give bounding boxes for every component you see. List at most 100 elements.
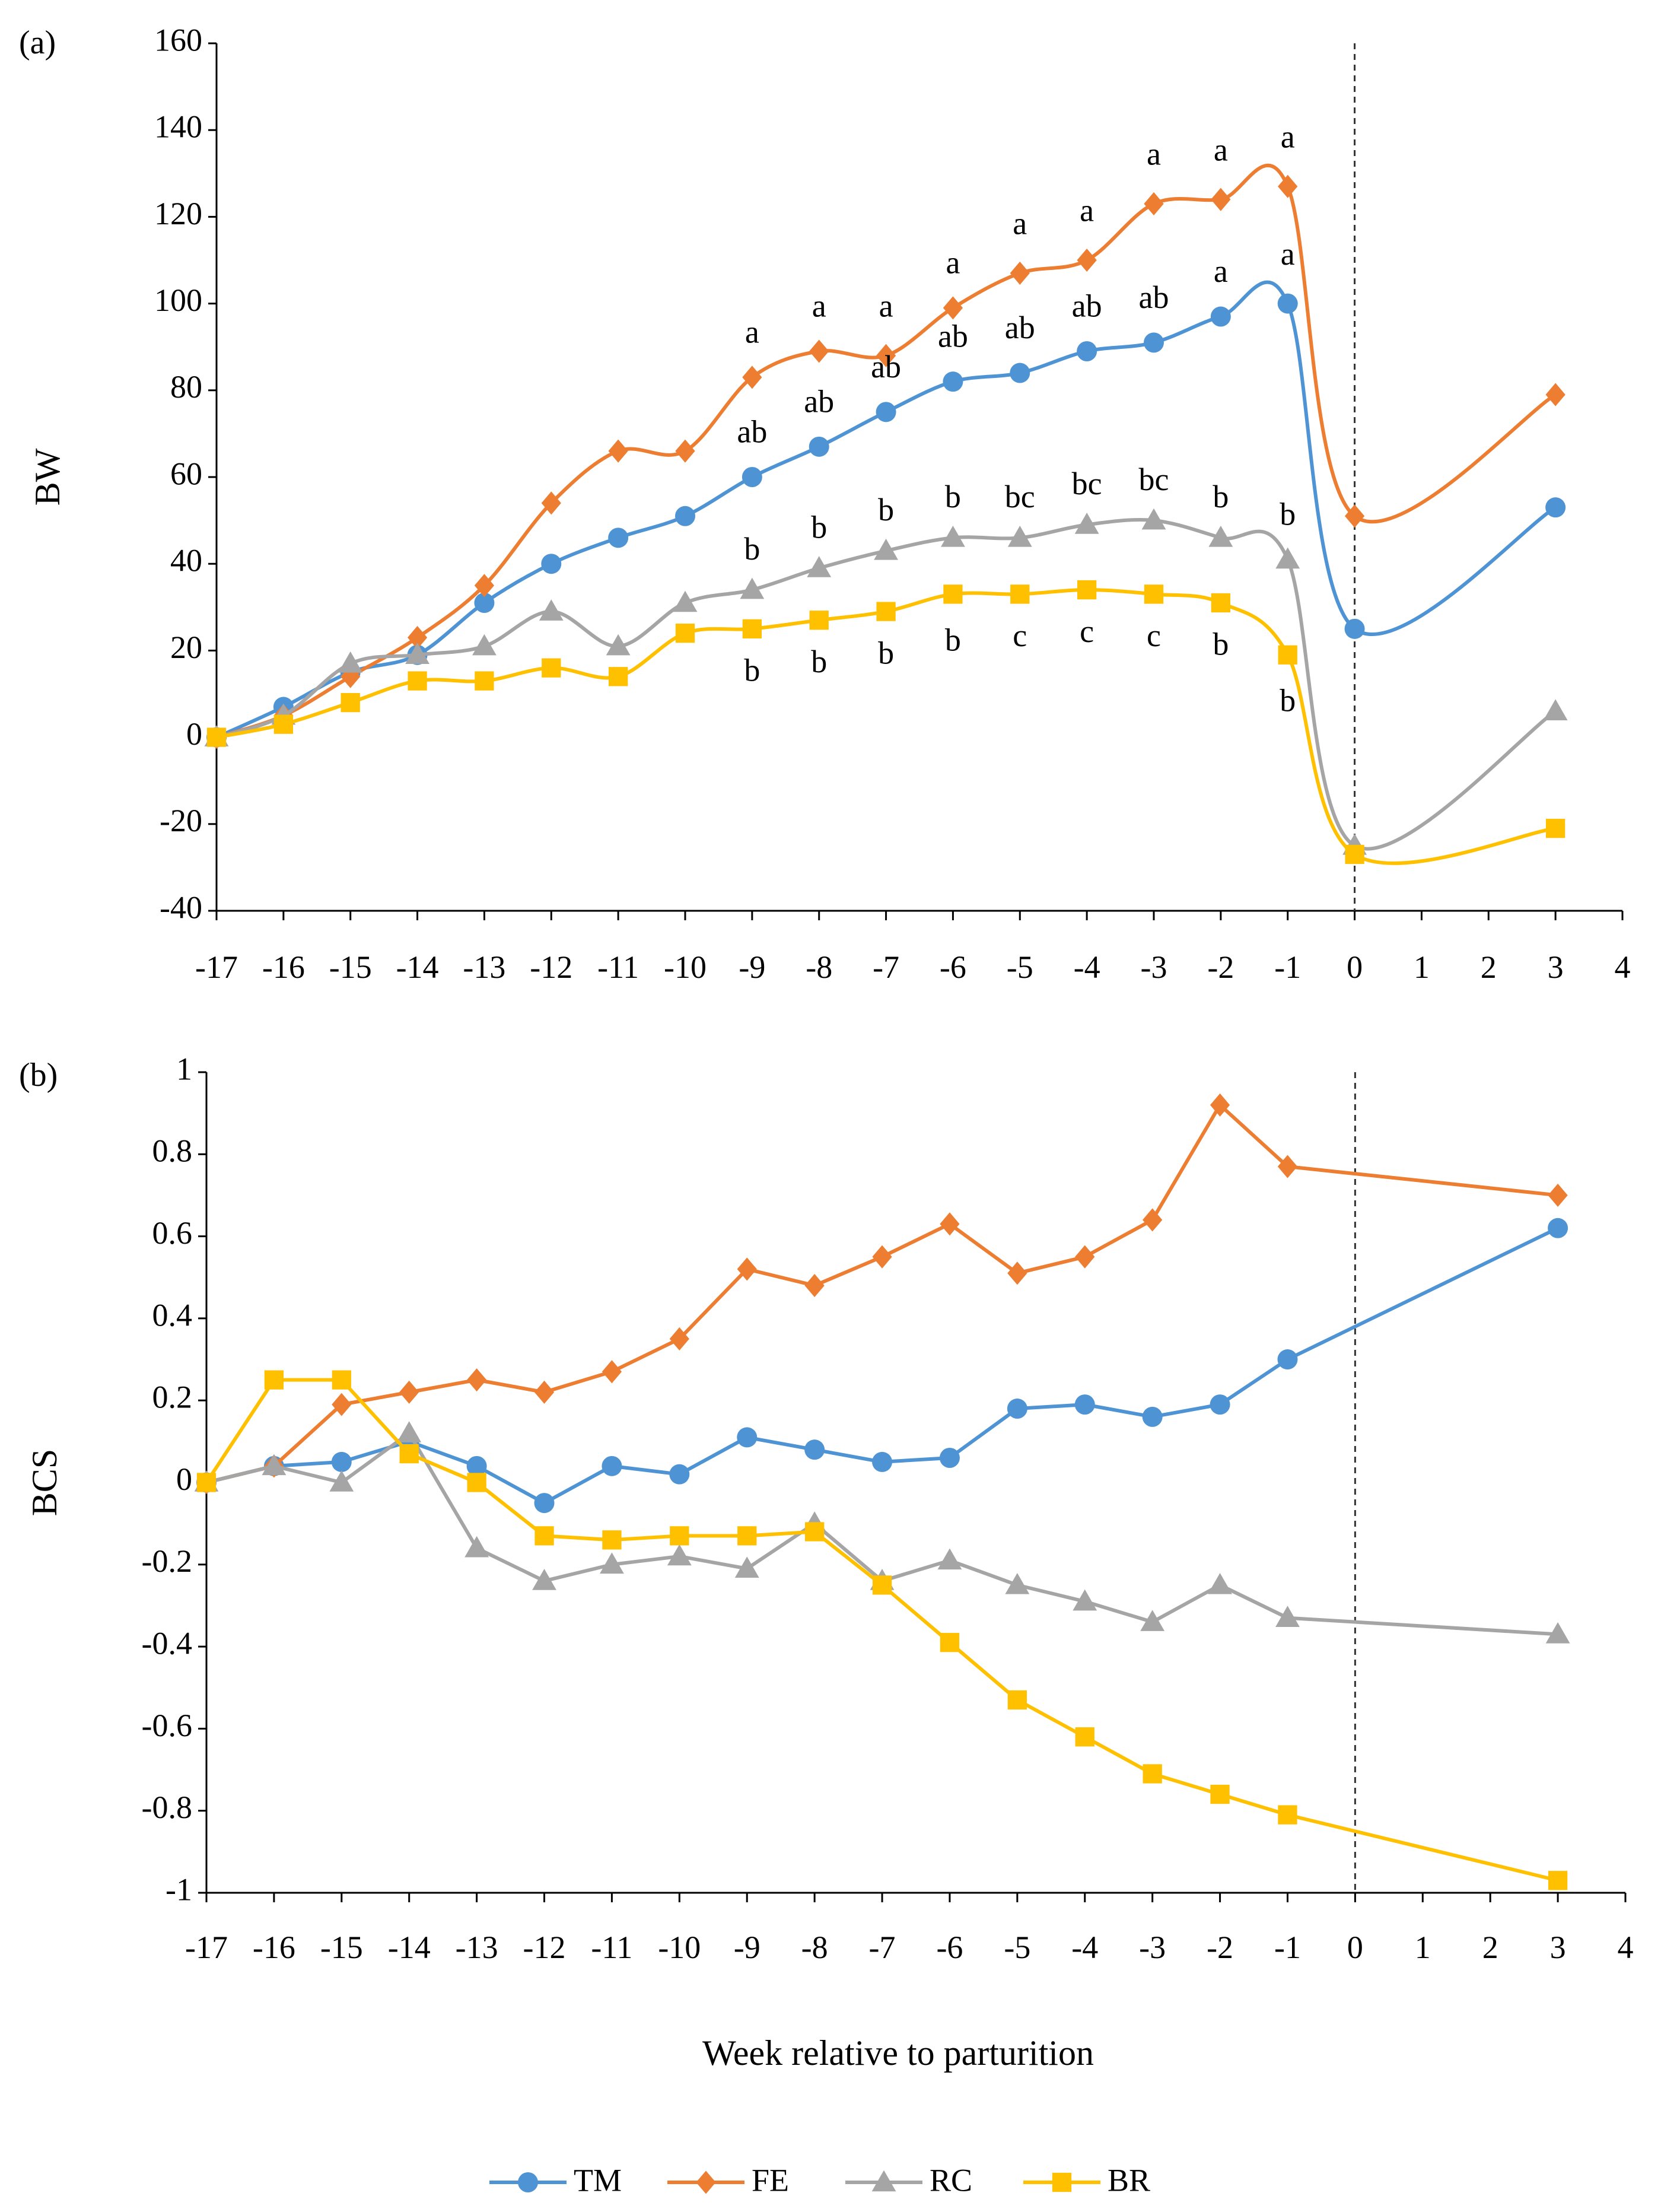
y-tick-label: -40 — [160, 889, 202, 925]
data-point-fe — [1007, 1261, 1027, 1285]
data-point-tm — [1344, 618, 1365, 639]
data-point-tm — [1210, 306, 1231, 327]
significance-label: a — [1080, 193, 1094, 228]
legend-marker — [518, 2172, 538, 2192]
x-tick-label: -7 — [869, 1930, 896, 1965]
significance-label: b — [744, 531, 760, 567]
data-point-fe — [943, 296, 963, 320]
data-point-tm — [602, 1455, 622, 1476]
legend-label: RC — [930, 2162, 972, 2198]
y-tick-label: -1 — [166, 1871, 192, 1907]
x-tick-label: -8 — [801, 1930, 828, 1965]
x-tick-label: -1 — [1274, 1930, 1301, 1965]
x-tick-label: -6 — [936, 1930, 963, 1965]
x-axis-title: Week relative to parturition — [702, 2033, 1094, 2073]
data-point-fe — [1077, 248, 1097, 272]
data-point-tm — [541, 554, 562, 574]
significance-label: b — [945, 479, 961, 514]
x-tick-label: -10 — [664, 949, 707, 985]
data-point-fe — [1211, 187, 1231, 211]
x-tick-label: -9 — [739, 949, 765, 985]
significance-label: a — [1214, 253, 1228, 289]
x-tick-label: -4 — [1071, 1930, 1098, 1965]
data-point-rc — [673, 590, 698, 612]
y-tick-label: -0.6 — [142, 1708, 192, 1743]
x-tick-label: -2 — [1207, 1930, 1233, 1965]
x-tick-label: -12 — [530, 949, 572, 985]
x-tick-label: -10 — [658, 1930, 701, 1965]
significance-label: a — [1281, 236, 1295, 272]
data-point-br — [1007, 1690, 1027, 1710]
y-tick-label: 140 — [154, 109, 202, 145]
x-tick-label: -9 — [734, 1930, 761, 1965]
data-point-fe — [737, 1257, 757, 1281]
data-point-rc — [874, 538, 898, 560]
significance-label: b — [1213, 479, 1229, 514]
data-point-tm — [608, 527, 629, 548]
significance-label: bc — [1005, 479, 1035, 514]
data-point-fe — [608, 439, 628, 463]
x-tick-label: -15 — [329, 949, 372, 985]
data-point-rc — [1208, 525, 1233, 547]
x-tick-label: -7 — [873, 949, 899, 985]
data-point-tm — [534, 1493, 555, 1514]
data-point-rc — [734, 1556, 759, 1578]
data-point-br — [399, 1444, 419, 1464]
significance-label: b — [945, 622, 961, 657]
significance-label: c — [1080, 614, 1094, 649]
significance-label: a — [879, 288, 893, 324]
panel-label: (b) — [19, 1057, 58, 1094]
significance-label: b — [878, 635, 894, 670]
x-tick-label: -6 — [940, 949, 966, 985]
data-point-tm — [1545, 497, 1566, 518]
data-point-fe — [1144, 192, 1164, 216]
legend-label: BR — [1108, 2162, 1150, 2198]
data-point-tm — [737, 1427, 758, 1448]
y-tick-label: 0.2 — [152, 1380, 193, 1415]
series-br — [196, 1370, 1568, 1890]
data-point-tm — [1277, 1349, 1298, 1370]
significance-label: b — [811, 644, 827, 679]
data-point-rc — [667, 1544, 692, 1566]
data-point-fe — [940, 1212, 960, 1236]
y-tick-label: 40 — [170, 543, 202, 579]
legend-item-tm: TM — [489, 2162, 622, 2198]
data-point-tm — [669, 1464, 690, 1485]
significance-label: a — [1013, 206, 1027, 241]
data-point-br — [1144, 584, 1164, 604]
significance-label: ab — [1072, 288, 1102, 324]
data-point-br — [809, 611, 829, 630]
data-point-br — [675, 624, 695, 643]
legend-marker — [871, 2170, 896, 2192]
data-point-fe — [804, 1274, 825, 1298]
data-point-rc — [1545, 1622, 1570, 1644]
data-point-br — [341, 692, 360, 713]
data-point-br — [670, 1526, 689, 1546]
data-point-tm — [809, 436, 829, 457]
data-point-fe — [1545, 383, 1565, 406]
data-point-br — [1278, 645, 1297, 665]
data-point-fe — [1278, 174, 1298, 198]
legend-marker — [696, 2170, 716, 2194]
significance-label: ab — [938, 319, 968, 354]
data-point-fe — [669, 1327, 689, 1351]
data-point-br — [940, 1633, 960, 1652]
data-point-rc — [472, 634, 497, 656]
data-point-fe — [534, 1380, 555, 1404]
data-point-br — [1211, 593, 1231, 613]
data-point-br — [534, 1526, 554, 1546]
data-point-br — [608, 667, 628, 687]
data-point-rc — [329, 1470, 354, 1492]
data-point-tm — [1074, 1394, 1095, 1415]
data-point-tm — [1210, 1394, 1230, 1415]
data-point-rc — [397, 1421, 422, 1442]
x-tick-label: -12 — [523, 1930, 566, 1965]
data-point-fe — [541, 491, 561, 515]
data-point-rc — [1543, 699, 1568, 721]
y-tick-label: -0.8 — [142, 1790, 192, 1825]
x-tick-label: -11 — [597, 949, 639, 985]
y-tick-label: -20 — [160, 803, 202, 838]
series-tm — [196, 1218, 1568, 1514]
